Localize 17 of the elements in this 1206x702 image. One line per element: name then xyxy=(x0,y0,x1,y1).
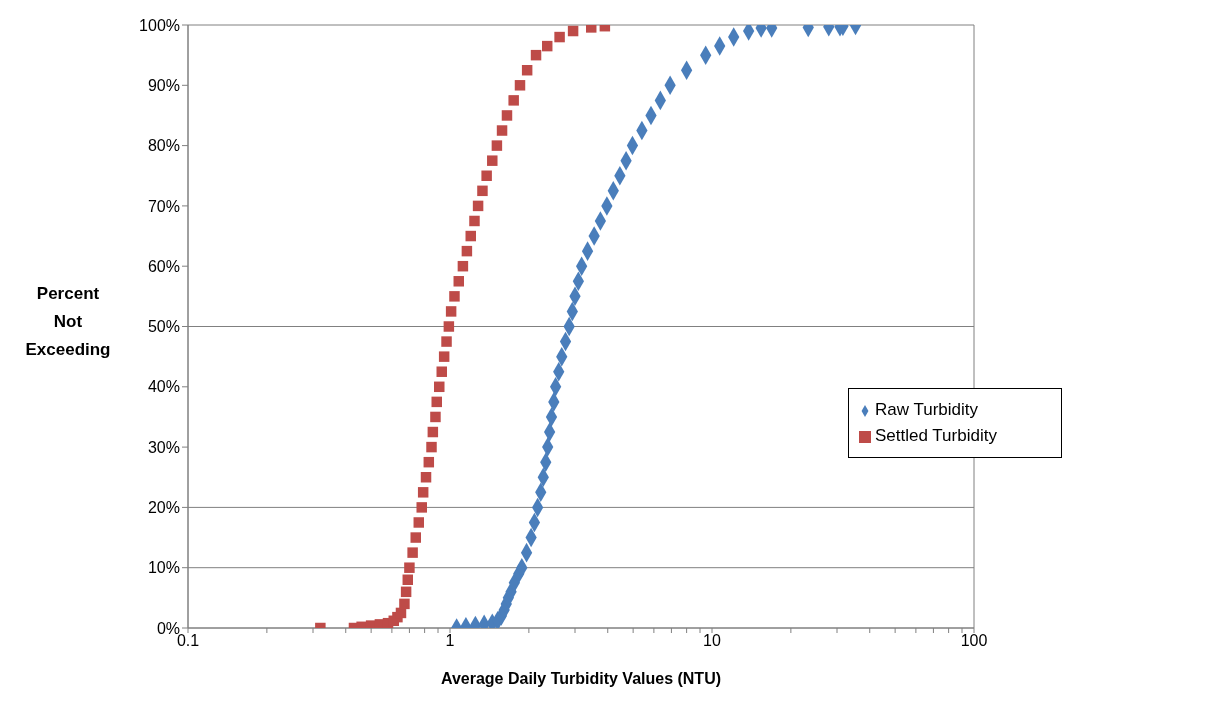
y-tick-label: 80% xyxy=(147,137,180,155)
x-axis-title: Average Daily Turbidity Values (NTU) xyxy=(440,670,722,687)
y-tick-label: 30% xyxy=(147,438,180,456)
x-tick-label: 10 xyxy=(703,632,721,650)
x-tick-label: 100 xyxy=(960,632,988,650)
y-tick-label: 40% xyxy=(147,378,180,396)
y-tick-label: 90% xyxy=(147,76,180,94)
y-tick-label: 50% xyxy=(147,318,180,336)
y-tick-label: 100% xyxy=(139,16,180,34)
y-tick-label: 20% xyxy=(147,499,180,517)
x-tick-label: 1 xyxy=(445,632,455,650)
y-tick-label: 10% xyxy=(147,559,180,577)
y-tick-label: 70% xyxy=(147,197,180,215)
legend-label: Raw Turbidity xyxy=(875,400,978,419)
y-tick-label: 60% xyxy=(147,257,180,275)
y-axis-title: Percent Not Exceeding xyxy=(25,283,111,359)
legend-label: Settled Turbidity xyxy=(875,426,997,445)
